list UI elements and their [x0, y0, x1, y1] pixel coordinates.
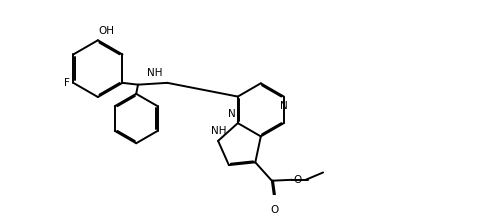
Text: O: O	[293, 175, 301, 185]
Text: NH: NH	[211, 126, 227, 136]
Text: NH: NH	[147, 68, 162, 78]
Text: N: N	[280, 101, 288, 111]
Text: OH: OH	[99, 26, 115, 36]
Text: F: F	[64, 78, 69, 88]
Text: N: N	[228, 109, 236, 119]
Text: O: O	[270, 204, 279, 213]
